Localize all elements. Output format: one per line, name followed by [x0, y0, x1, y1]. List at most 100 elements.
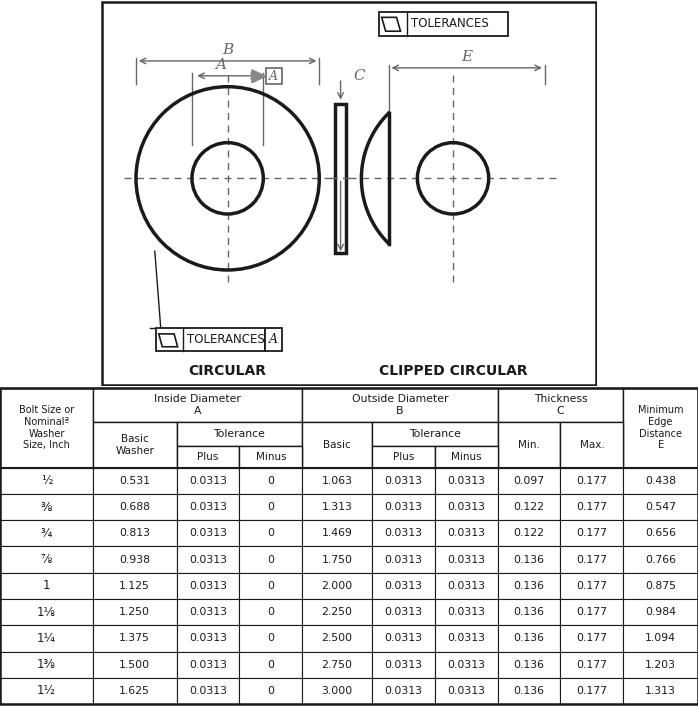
Bar	[372, 447, 435, 468]
Bar	[239, 599, 302, 625]
Bar	[239, 652, 302, 678]
Bar	[435, 494, 498, 520]
Bar	[302, 652, 372, 678]
Text: 0.122: 0.122	[514, 528, 544, 538]
Text: 0: 0	[267, 607, 274, 617]
Text: 0.136: 0.136	[514, 659, 544, 670]
Bar	[0, 388, 93, 468]
Polygon shape	[252, 70, 266, 83]
Text: 0.177: 0.177	[577, 502, 607, 512]
Bar	[372, 599, 435, 625]
Text: 0.0313: 0.0313	[447, 633, 485, 644]
Bar	[372, 547, 435, 573]
Bar	[498, 520, 560, 547]
Text: 0.656: 0.656	[645, 528, 676, 538]
Text: 0.136: 0.136	[514, 554, 544, 564]
Bar	[0, 520, 93, 547]
Bar	[302, 625, 372, 652]
Bar	[372, 678, 435, 704]
Text: 0.0313: 0.0313	[385, 581, 422, 591]
Bar	[93, 422, 177, 468]
Bar	[560, 520, 623, 547]
Text: 1.203: 1.203	[645, 659, 676, 670]
Text: 0: 0	[267, 528, 274, 538]
Text: 0.0313: 0.0313	[385, 607, 422, 617]
Text: 0.0313: 0.0313	[189, 659, 227, 670]
Bar	[623, 388, 698, 468]
Text: 0.136: 0.136	[514, 633, 544, 644]
Bar	[560, 494, 623, 520]
Text: 0.0313: 0.0313	[385, 633, 422, 644]
Text: A: A	[269, 69, 279, 83]
Bar	[302, 678, 372, 704]
Bar	[623, 494, 698, 520]
Bar	[435, 447, 498, 468]
Text: 0.0313: 0.0313	[385, 686, 422, 696]
Bar	[623, 547, 698, 573]
Text: 0.0313: 0.0313	[447, 528, 485, 538]
Bar	[156, 328, 265, 351]
Bar	[177, 547, 239, 573]
Text: 1.500: 1.500	[119, 659, 150, 670]
Text: 1¼: 1¼	[37, 632, 56, 645]
Bar	[498, 652, 560, 678]
Text: 1.375: 1.375	[119, 633, 150, 644]
Text: Thickness
C: Thickness C	[534, 394, 587, 415]
Bar	[623, 468, 698, 494]
Bar	[93, 652, 177, 678]
Bar	[435, 678, 498, 704]
Text: Minus: Minus	[255, 452, 286, 462]
Text: 0.0313: 0.0313	[385, 554, 422, 564]
Text: 1.313: 1.313	[322, 502, 352, 512]
Text: 0.177: 0.177	[577, 476, 607, 486]
Bar	[0, 652, 93, 678]
Bar	[239, 625, 302, 652]
Text: C: C	[353, 69, 365, 83]
Bar	[379, 12, 507, 35]
Bar	[435, 625, 498, 652]
Text: 0.875: 0.875	[645, 581, 676, 591]
Bar	[239, 678, 302, 704]
Text: 1: 1	[43, 579, 50, 593]
Text: Minus: Minus	[451, 452, 482, 462]
Bar	[239, 573, 302, 599]
Text: 0.0313: 0.0313	[189, 554, 227, 564]
Text: 0: 0	[267, 502, 274, 512]
Text: Tolerance: Tolerance	[214, 429, 265, 440]
Bar	[623, 573, 698, 599]
Bar	[177, 573, 239, 599]
Bar	[372, 422, 498, 447]
Text: Basic
Washer: Basic Washer	[115, 434, 154, 456]
Text: 2.250: 2.250	[322, 607, 352, 617]
Bar	[177, 520, 239, 547]
Text: Plus: Plus	[393, 452, 414, 462]
Bar	[177, 625, 239, 652]
Bar	[498, 625, 560, 652]
Text: Inside Diameter
A: Inside Diameter A	[154, 394, 241, 415]
Text: Max.: Max.	[579, 440, 604, 450]
Text: 0.438: 0.438	[645, 476, 676, 486]
Text: 0: 0	[267, 476, 274, 486]
Bar	[239, 547, 302, 573]
Bar	[498, 678, 560, 704]
Bar	[239, 468, 302, 494]
Text: Basic: Basic	[323, 440, 351, 450]
Bar	[435, 547, 498, 573]
Bar	[498, 547, 560, 573]
Bar	[93, 678, 177, 704]
Text: 0.177: 0.177	[577, 554, 607, 564]
Bar	[498, 422, 560, 468]
Text: ⅞: ⅞	[40, 553, 52, 566]
Text: 0.0313: 0.0313	[447, 476, 485, 486]
Text: 1.250: 1.250	[119, 607, 150, 617]
Bar	[265, 328, 282, 351]
Bar	[560, 573, 623, 599]
Text: Tolerance: Tolerance	[409, 429, 461, 440]
Bar	[372, 494, 435, 520]
Text: 0: 0	[267, 633, 274, 644]
Text: 0.136: 0.136	[514, 581, 544, 591]
Text: 1.625: 1.625	[119, 686, 150, 696]
Text: Bolt Size or
Nominalª
Washer
Size, Inch: Bolt Size or Nominalª Washer Size, Inch	[19, 406, 74, 450]
Text: 0.0313: 0.0313	[385, 476, 422, 486]
Bar	[302, 599, 372, 625]
